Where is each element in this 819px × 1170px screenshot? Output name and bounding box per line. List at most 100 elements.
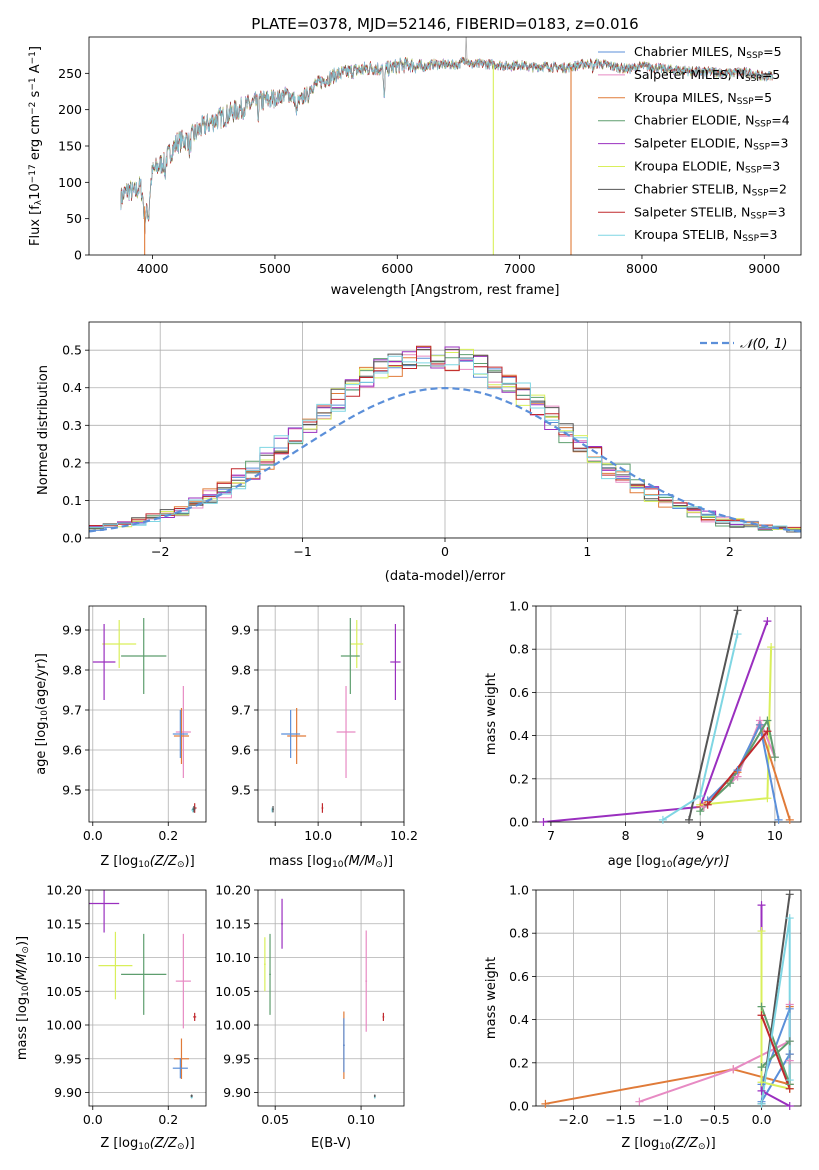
label-part: Flux [f — [28, 205, 43, 246]
label-part: ⊙ — [375, 860, 383, 870]
y-tick-label: 10.05 — [215, 984, 251, 999]
y-tick-label: 0.6 — [509, 685, 529, 700]
plot-area — [89, 322, 801, 538]
label-part: )] — [706, 1136, 716, 1151]
legend-text: Kroupa MILES, N — [634, 90, 737, 105]
y-tick-label: 9.7 — [62, 703, 82, 718]
axes-frame — [257, 889, 405, 1107]
x-tick-label: 10.0 — [304, 828, 332, 843]
weight-marker — [757, 1078, 766, 1087]
y-tick-label: 9.6 — [231, 743, 251, 758]
y-tick-label: 10.15 — [46, 916, 82, 931]
y-tick-label: 10.10 — [46, 950, 82, 965]
y-tick-label: 0.5 — [62, 343, 82, 358]
legend-tail: =4 — [771, 113, 789, 128]
weight-marker — [785, 1037, 794, 1046]
legend-tail: =3 — [762, 159, 780, 174]
y-tick-label: 1.0 — [509, 599, 529, 614]
label-part: 10 — [40, 710, 50, 722]
x-tick-label: 10.2 — [390, 828, 418, 843]
weight_vs_Z-panel: −2.0 −1.5 −1.0 −0.5 0.0 0.0 0.2 0.4 0.6 0.8 1.0 Z [… — [484, 883, 802, 1152]
spectrum-panel: 4000 5000 6000 7000 8000 9000 0 50 100 150 200 250 C… — [28, 36, 802, 298]
y-tick-label: 9.95 — [223, 1051, 251, 1066]
x-tick-label: 0.0 — [83, 1112, 103, 1127]
y-tick-label: 100 — [58, 175, 82, 190]
x-axis-label: wavelength [Angstrom, rest frame] — [331, 283, 560, 298]
label-part: (M/M — [344, 854, 376, 869]
x-tick-label: 6000 — [381, 261, 413, 276]
weight-line-ChabrierSTELIB — [688, 610, 739, 821]
legend-entry: Chabrier STELIB, NSSP=2 — [634, 181, 787, 198]
legend-sub: SSP — [742, 234, 759, 244]
legend-text: Salpeter STELIB, N — [634, 204, 750, 219]
y-tick-label: 0.1 — [62, 493, 82, 508]
y-tick-label: 0.4 — [509, 728, 529, 743]
weight-marker — [763, 617, 772, 626]
x-tick-label: −0.5 — [699, 1112, 729, 1127]
y-tick-label: 0.4 — [62, 380, 82, 395]
y-tick-label: 9.90 — [223, 1085, 251, 1100]
emission-spike — [464, 37, 468, 65]
x-tick-label: −1 — [293, 544, 311, 559]
y-tick-label: 10.10 — [215, 950, 251, 965]
label-part: (Z/Z — [150, 1136, 178, 1151]
weight-line-SalpeterSTELIB — [760, 1014, 791, 1090]
x-tick-label: 10 — [767, 828, 783, 843]
x-tick-label: 7000 — [504, 261, 536, 276]
legend-text: Chabrier ELODIE, N — [634, 113, 754, 128]
label-part: 10 — [659, 1142, 671, 1152]
legend-tail: =3 — [770, 136, 788, 151]
y-tick-label: 9.95 — [54, 1051, 82, 1066]
x-tick-label: 0.2 — [158, 828, 178, 843]
weight-marker — [785, 1102, 794, 1110]
label-part: (age/yr)] — [672, 854, 729, 869]
y-tick-label: 1.0 — [509, 883, 529, 898]
y-tick-label: 0.3 — [62, 418, 82, 433]
x-tick-label: −1.5 — [605, 1112, 635, 1127]
y-tick-label: 9.6 — [62, 743, 82, 758]
y-tick-label: 0.2 — [62, 455, 82, 470]
x-tick-label: −1.0 — [652, 1112, 682, 1127]
weight-marker — [785, 1084, 794, 1093]
label-part: Z [log — [100, 854, 138, 869]
legend-entry: Kroupa MILES, NSSP=5 — [634, 90, 772, 107]
y-tick-label: 0.0 — [62, 531, 82, 546]
plot-area — [89, 606, 206, 822]
x-tick-label: 0 — [441, 544, 449, 559]
label-part: mass [log — [15, 997, 30, 1060]
weight-marker — [770, 753, 779, 762]
y-tick-label: 0.4 — [509, 1012, 529, 1027]
y-tick-label: 0.8 — [509, 926, 529, 941]
weight-marker — [685, 815, 694, 824]
weight-marker — [635, 1097, 644, 1106]
legend-tail: =5 — [762, 67, 780, 82]
weight-marker — [733, 630, 742, 639]
weight-marker — [774, 815, 783, 824]
x-tick-label: 0.10 — [347, 1112, 375, 1127]
weight-marker — [763, 727, 772, 736]
weight-marker — [785, 1050, 794, 1059]
weight-marker — [757, 1063, 766, 1072]
label-part: Z [log — [100, 1136, 138, 1151]
x-axis-label: (data-model)/error — [385, 569, 506, 584]
y-tick-label: 10.20 — [46, 883, 82, 898]
weight-marker — [785, 914, 794, 923]
plot-area — [258, 606, 404, 822]
spectrum-line-KroupaSTELIB — [120, 56, 773, 232]
legend-text: Salpeter ELODIE, N — [634, 136, 753, 151]
label-part: (Z/Z — [671, 1136, 699, 1151]
weight-marker — [757, 1002, 766, 1011]
legend-text: Chabrier MILES, N — [634, 44, 746, 59]
label-part: A — [28, 64, 43, 77]
legend-tail: =3 — [759, 227, 777, 242]
label-part: )] — [185, 854, 195, 869]
y-tick-label: 9.7 — [231, 703, 251, 718]
legend-sub: SSP — [737, 97, 754, 107]
mass_vs_ebv-panel: 0.05 0.10 9.90 9.95 10.00 10.05 10.10 10.15 10.2… — [215, 883, 405, 1151]
legend-sub: SSP — [750, 212, 767, 222]
label-part: ⊙ — [177, 860, 185, 870]
label-part: )] — [15, 936, 30, 946]
figure-title: PLATE=0378, MJD=52146, FIBERID=0183, z=0… — [251, 15, 638, 33]
legend-tail: =5 — [754, 90, 772, 105]
weight-marker — [696, 807, 705, 816]
